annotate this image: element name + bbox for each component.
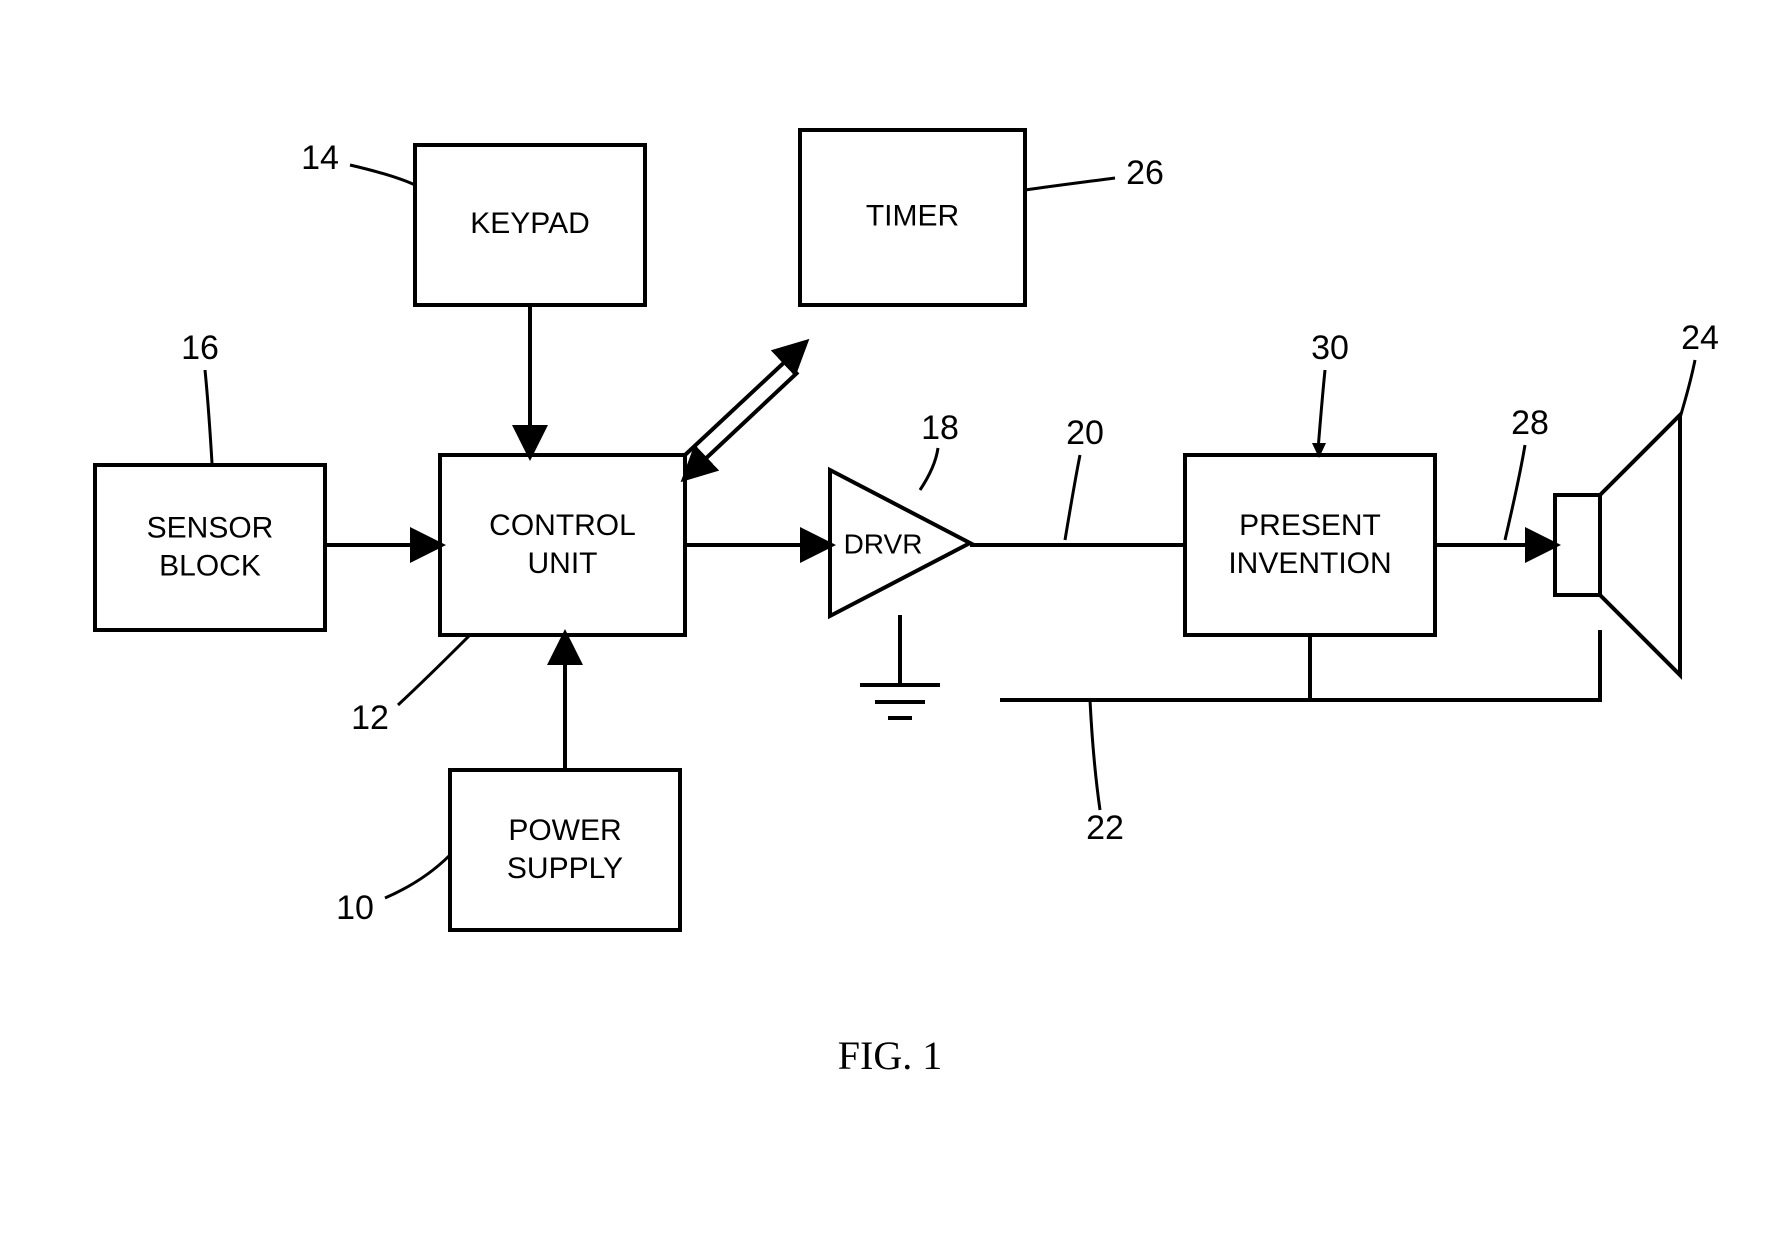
driver-label: DRVR [844,528,923,559]
figure-caption: FIG. 1 [838,1033,942,1078]
timer-block: TIMER [800,130,1025,305]
control-block: CONTROL UNIT [440,455,685,635]
lead-24 [1680,360,1695,418]
keypad-label: KEYPAD [470,207,590,240]
lead-20 [1065,455,1080,540]
present-label-1: PRESENT [1239,509,1381,542]
lead-16 [205,370,212,463]
refnum-22: 22 [1086,809,1124,847]
lead-28 [1505,445,1525,540]
block-diagram: SENSOR BLOCK KEYPAD TIMER CONTROL UNIT PRESENT… [0,0,1783,1257]
refnum-18: 18 [921,409,959,447]
lead-26 [1025,178,1115,190]
sensor-label-2: BLOCK [159,549,261,582]
wire-timer-control-down [685,372,798,478]
lead-14 [350,165,415,185]
refnum-26: 26 [1126,154,1164,192]
lead-10 [385,855,450,898]
lead-12 [398,635,470,705]
speaker-body [1555,495,1600,595]
lead-30 [1318,370,1325,450]
control-label-1: CONTROL [489,509,636,542]
refnum-30: 30 [1311,329,1349,367]
power-block: POWER SUPPLY [450,770,680,930]
refnum-20: 20 [1066,414,1104,452]
keypad-block: KEYPAD [415,145,645,305]
wire-return-path [1310,630,1600,700]
lead-18 [920,448,938,490]
refnum-16: 16 [181,329,219,367]
sensor-block: SENSOR BLOCK [95,465,325,630]
power-label-1: POWER [508,814,621,847]
wire-control-timer-up [685,343,805,455]
present-label-2: INVENTION [1228,547,1391,580]
timer-label: TIMER [866,199,959,232]
sensor-label-1: SENSOR [147,511,274,544]
refnum-14: 14 [301,139,339,177]
present-block: PRESENT INVENTION [1185,455,1435,635]
lead-22 [1090,700,1100,810]
refnum-10: 10 [336,889,374,927]
refnum-12: 12 [351,699,389,737]
control-label-2: UNIT [528,547,598,580]
power-label-2: SUPPLY [507,852,623,885]
refnum-28: 28 [1511,404,1549,442]
refnum-24: 24 [1681,319,1719,357]
speaker-horn [1600,415,1680,675]
